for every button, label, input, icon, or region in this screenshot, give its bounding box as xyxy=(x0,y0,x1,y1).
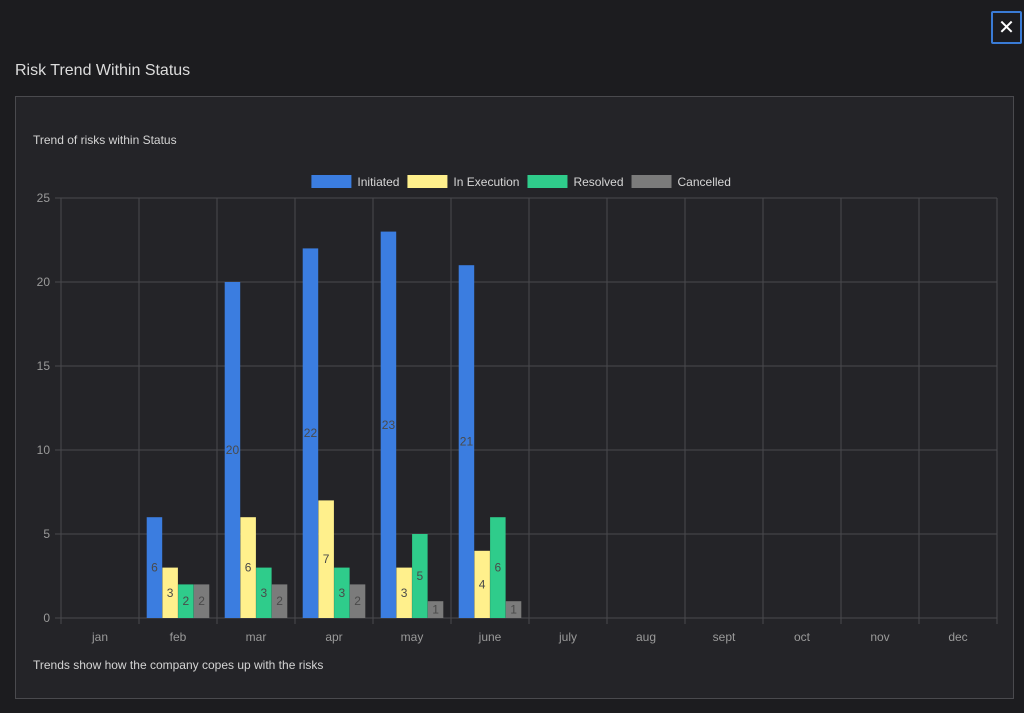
y-tick-label: 20 xyxy=(37,275,51,289)
bar-value-label: 21 xyxy=(460,435,474,449)
bar xyxy=(490,517,506,618)
bar xyxy=(412,534,428,618)
bar xyxy=(334,567,350,618)
bar xyxy=(224,282,241,618)
bar xyxy=(474,550,490,618)
x-tick-label: apr xyxy=(325,630,342,644)
bar-value-label: 6 xyxy=(495,561,502,575)
bar xyxy=(302,248,319,618)
legend-label: Initiated xyxy=(357,175,399,189)
bar xyxy=(396,567,412,618)
bar-value-label: 6 xyxy=(245,561,252,575)
bar xyxy=(240,517,256,618)
bar xyxy=(256,567,272,618)
x-tick-label: oct xyxy=(794,630,811,644)
chart-footer: Trends show how the company copes up wit… xyxy=(33,658,324,672)
x-tick-label: nov xyxy=(870,630,889,644)
bar xyxy=(458,265,475,618)
x-tick-label: may xyxy=(401,630,424,644)
close-button[interactable]: ✕ xyxy=(991,11,1022,44)
bar-value-label: 1 xyxy=(432,603,439,617)
y-tick-label: 5 xyxy=(43,527,50,541)
x-tick-label: dec xyxy=(948,630,967,644)
bar xyxy=(349,584,366,618)
x-tick-label: july xyxy=(558,630,577,644)
bar-value-label: 3 xyxy=(339,586,346,600)
bar-value-label: 3 xyxy=(261,586,268,600)
y-tick-label: 25 xyxy=(37,191,51,205)
bar-value-label: 4 xyxy=(479,577,486,591)
bar-value-label: 2 xyxy=(276,594,283,608)
bar xyxy=(178,584,194,618)
modal-title: Risk Trend Within Status xyxy=(15,62,191,79)
x-tick-label: jan xyxy=(91,630,108,644)
x-tick-label: mar xyxy=(246,630,267,644)
chart-panel: 0 5 10 15 20 25 jan feb mar apr may june july aug sept… xyxy=(15,96,1014,699)
bar-value-label: 3 xyxy=(167,586,174,600)
x-tick-label: june xyxy=(478,630,502,644)
legend-swatch xyxy=(527,175,568,188)
bar xyxy=(193,584,210,618)
bar xyxy=(505,601,522,618)
legend-label: Cancelled xyxy=(678,175,731,189)
bar xyxy=(427,601,444,618)
legend-label: In Execution xyxy=(453,175,519,189)
bar-value-label: 1 xyxy=(510,603,517,617)
legend-label: Resolved xyxy=(573,175,623,189)
y-tick-label: 0 xyxy=(43,611,50,625)
bar-value-label: 2 xyxy=(183,594,190,608)
x-tick-label: sept xyxy=(713,630,736,644)
bar xyxy=(162,567,178,618)
bar-value-label: 20 xyxy=(226,443,240,457)
bar xyxy=(271,584,288,618)
bar-value-label: 22 xyxy=(304,426,318,440)
chart-subtitle: Trend of risks within Status xyxy=(33,133,177,147)
legend-swatch xyxy=(311,175,352,188)
bar-value-label: 3 xyxy=(401,586,408,600)
legend-swatch xyxy=(407,175,448,188)
x-tick-label: feb xyxy=(170,630,187,644)
bar xyxy=(318,500,334,618)
close-icon: ✕ xyxy=(998,16,1015,39)
bar-value-label: 5 xyxy=(417,569,424,583)
bar-value-label: 7 xyxy=(323,552,330,566)
bar xyxy=(380,231,397,618)
bar-value-label: 2 xyxy=(198,594,205,608)
legend-swatch xyxy=(631,175,672,188)
bar-value-label: 23 xyxy=(382,418,396,432)
bar xyxy=(146,517,163,618)
x-tick-label: aug xyxy=(636,630,656,644)
bar-value-label: 6 xyxy=(151,561,158,575)
y-tick-label: 10 xyxy=(37,443,51,457)
bar-value-label: 2 xyxy=(354,594,361,608)
y-tick-label: 15 xyxy=(37,359,51,373)
